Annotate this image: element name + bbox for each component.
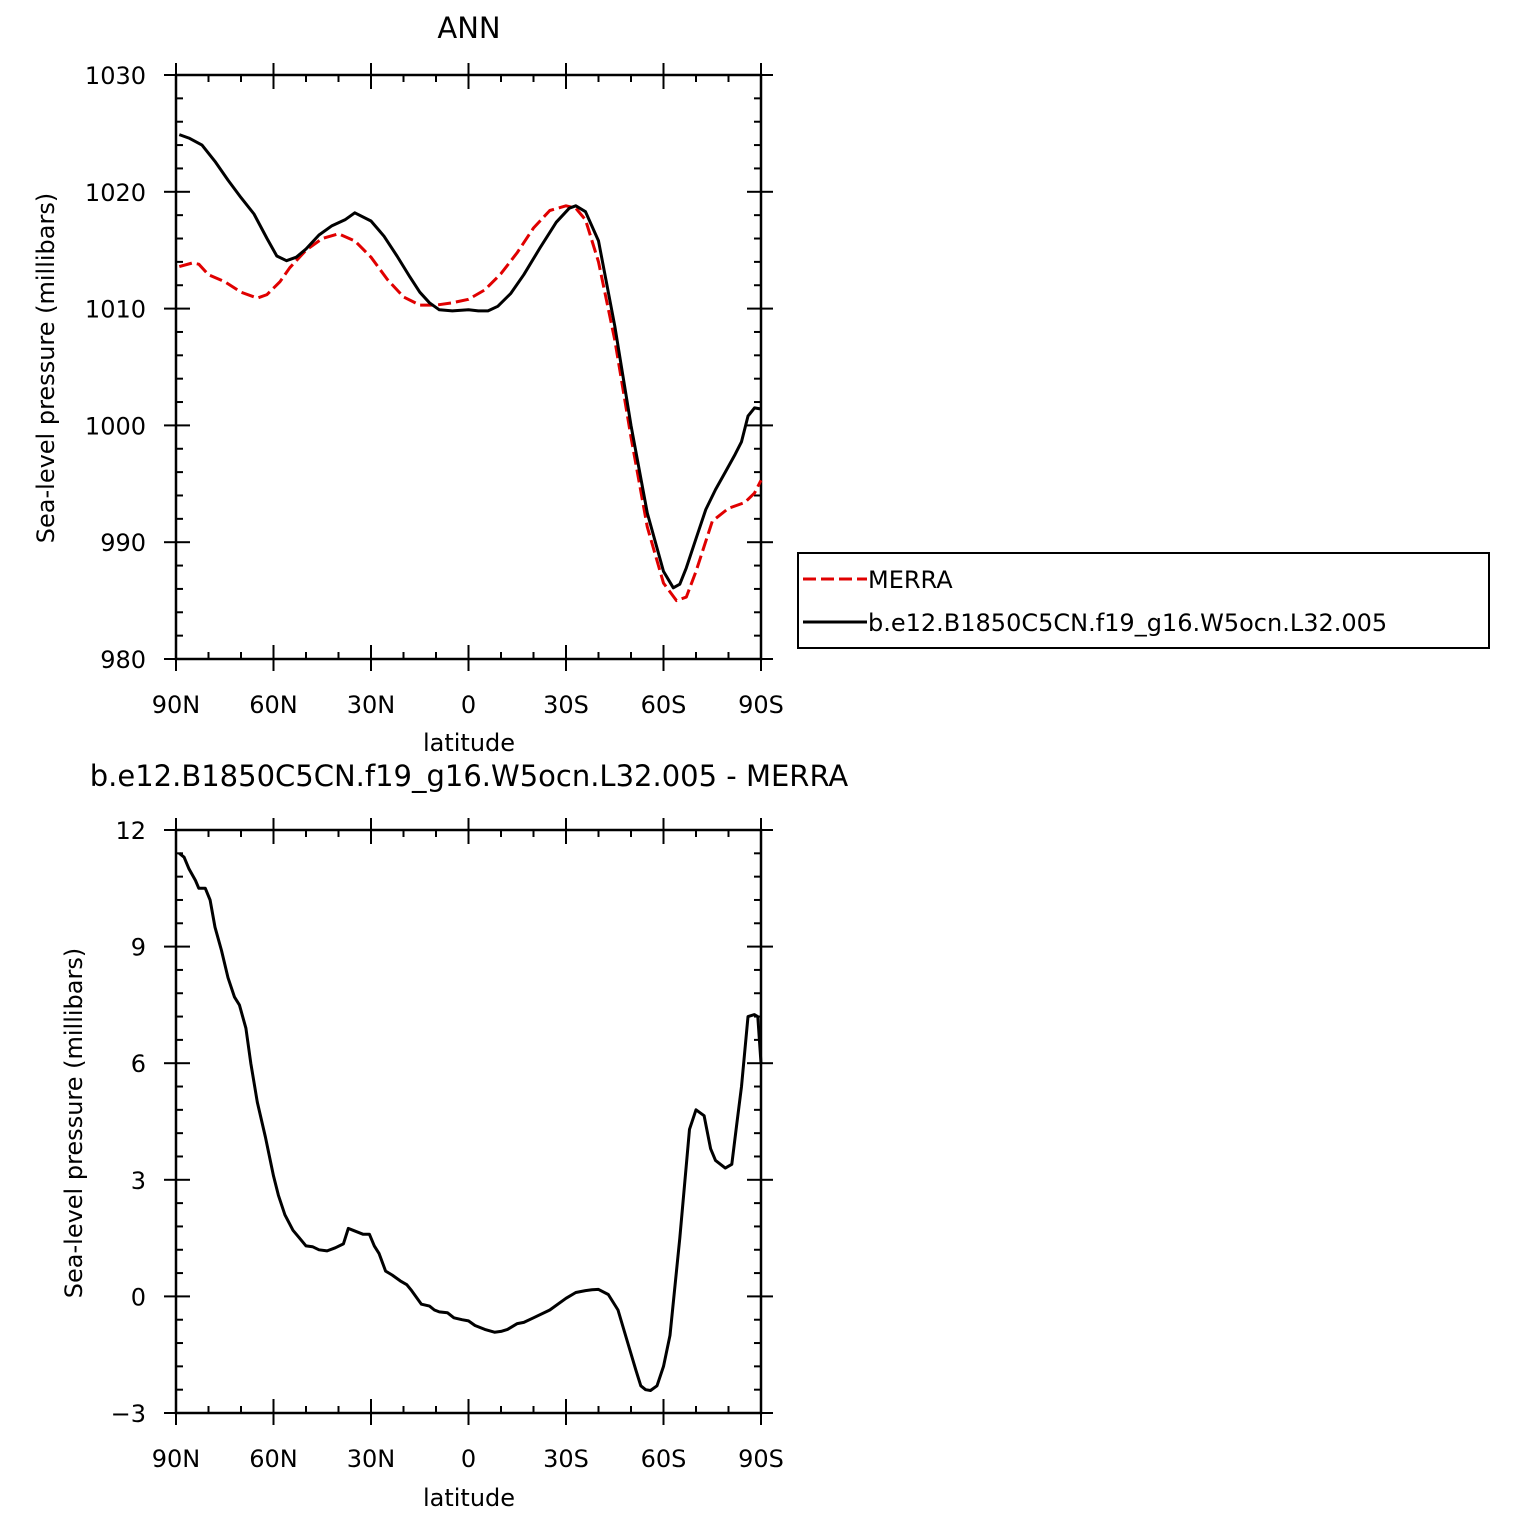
panel-annual-mean: ANN 90N 60N 30N 0 30S 60S 90S 980 990 1000 1010 10… [32, 11, 784, 757]
x-tick-label: 30N [347, 691, 396, 719]
series-line-1 [178, 852, 763, 1392]
legend-entry-model: b.e12.B1850C5CN.f19_g16.W5ocn.L32.005 [868, 609, 1387, 637]
x-tick-labels: 90N 60N 30N 0 30S 60S 90S [152, 691, 784, 719]
x-tick-label: 90S [738, 1445, 784, 1473]
y-tick-label: −3 [111, 1400, 146, 1428]
x-axis-label: latitude [423, 729, 515, 757]
x-tick-label: 60N [249, 1445, 298, 1473]
y-tick-label: 1020 [85, 179, 146, 207]
y-tick-label: 6 [131, 1050, 146, 1078]
x-tick-label: 30S [543, 1445, 589, 1473]
axis-ticks [164, 63, 773, 671]
legend: MERRA b.e12.B1850C5CN.f19_g16.W5ocn.L32.… [797, 552, 1490, 649]
y-tick-label: 12 [115, 817, 146, 845]
x-tick-label: 60S [641, 691, 687, 719]
y-tick-label: 1030 [85, 62, 146, 90]
plot-frame [174, 828, 763, 1415]
y-tick-labels: −3 0 3 6 9 12 [111, 817, 146, 1428]
series-lines [178, 852, 763, 1392]
chart-title: ANN [437, 11, 500, 45]
y-tick-label: 3 [131, 1167, 146, 1195]
x-tick-label: 90S [738, 691, 784, 719]
axis-ticks [164, 818, 773, 1425]
y-axis-label: Sea-level pressure (millibars) [32, 193, 60, 543]
y-tick-label: 980 [100, 646, 146, 674]
x-tick-label: 60S [641, 1445, 687, 1473]
y-axis-label: Sea-level pressure (millibars) [60, 948, 88, 1298]
series-lines [178, 133, 763, 603]
x-tick-label: 0 [461, 691, 476, 719]
x-tick-labels: 90N 60N 30N 0 30S 60S 90S [152, 1445, 784, 1473]
plot-frame [174, 73, 763, 661]
y-tick-label: 1000 [85, 412, 146, 440]
x-axis-label: latitude [423, 1484, 515, 1512]
legend-entry-merra: MERRA [868, 566, 953, 594]
plot-area [174, 73, 763, 661]
y-tick-label: 1010 [85, 296, 146, 324]
x-tick-label: 30N [347, 1445, 396, 1473]
x-tick-label: 90N [152, 691, 201, 719]
y-tick-label: 9 [131, 934, 146, 962]
legend-box [797, 552, 1490, 649]
panel-difference: b.e12.B1850C5CN.f19_g16.W5ocn.L32.005 - … [60, 759, 848, 1512]
y-tick-labels: 980 990 1000 1010 1020 1030 [85, 62, 146, 674]
y-tick-label: 990 [100, 529, 146, 557]
difference-chart-title: b.e12.B1850C5CN.f19_g16.W5ocn.L32.005 - … [90, 759, 849, 793]
x-tick-label: 90N [152, 1445, 201, 1473]
y-tick-label: 0 [131, 1283, 146, 1311]
x-tick-label: 60N [249, 691, 298, 719]
plot-area [174, 828, 763, 1415]
x-tick-label: 0 [461, 1445, 476, 1473]
x-tick-label: 30S [543, 691, 589, 719]
series-line-1 [178, 204, 763, 603]
series-line-2 [178, 133, 762, 590]
